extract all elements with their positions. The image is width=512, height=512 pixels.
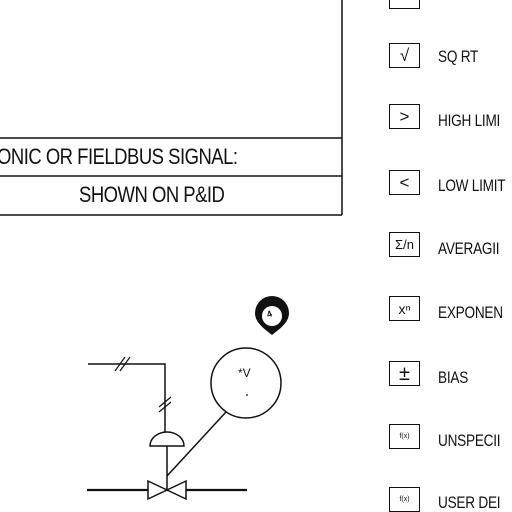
- legend-label-exponent: EXPONEN: [438, 303, 503, 322]
- unspecified-function-icon: f(x): [399, 433, 410, 440]
- legend-label-sqrt: SQ RT: [438, 47, 479, 66]
- legend-symbol-exponent: xⁿ: [389, 296, 420, 321]
- instrument-bubble-dot: [246, 394, 248, 396]
- legend-symbol-user-defined: f(x): [389, 487, 420, 512]
- location-marker-inner: [262, 306, 282, 326]
- legend-symbol-low-limit: <: [389, 170, 420, 195]
- legend-symbol-sqrt: √: [389, 43, 420, 68]
- signal-line: [88, 363, 166, 432]
- bias-icon: ±: [399, 362, 410, 385]
- signal-hash-1: [114, 356, 126, 372]
- signal-hash-2: [119, 356, 131, 372]
- legend-label-averaging: AVERAGII: [438, 239, 500, 258]
- low-limit-icon: <: [399, 173, 410, 192]
- legend-label-unspecified: UNSPECII: [438, 431, 501, 450]
- diaphragm-actuator-icon: [149, 431, 185, 447]
- signal-hash-4: [158, 401, 172, 413]
- valve-body-icon: [147, 479, 187, 501]
- instrument-tag-label: *V: [238, 366, 251, 380]
- high-limit-icon: >: [399, 107, 410, 126]
- legend-symbol-bias: ±: [389, 361, 420, 386]
- legend-label-low-limit: LOW LIMIT: [438, 176, 506, 195]
- legend-symbol-high-limit: >: [389, 104, 420, 129]
- box-top-partial-icon: [390, 0, 419, 8]
- header-shown-on-pid: SHOWN ON P&ID: [79, 182, 225, 207]
- instrument-bubble: [210, 347, 282, 419]
- signal-hash-3: [158, 396, 172, 408]
- legend-label-high-limit: HIGH LIMI: [438, 111, 501, 130]
- header-signal-type: ONIC OR FIELDBUS SIGNAL:: [0, 144, 238, 169]
- legend-symbol-averaging: Σ/n: [389, 232, 420, 257]
- user-defined-function-icon: f(x): [399, 496, 410, 503]
- legend-label-bias: BIAS: [438, 368, 469, 387]
- exponent-icon: xⁿ: [398, 300, 411, 317]
- legend-label-user-defined: USER DEI: [438, 493, 501, 512]
- legend-symbol-unspecified: f(x): [389, 424, 420, 449]
- square-root-icon: √: [399, 46, 410, 65]
- instrument-leader-line: [166, 411, 227, 477]
- averaging-icon: Σ/n: [395, 237, 414, 252]
- legend-symbol-partial: [389, 0, 420, 9]
